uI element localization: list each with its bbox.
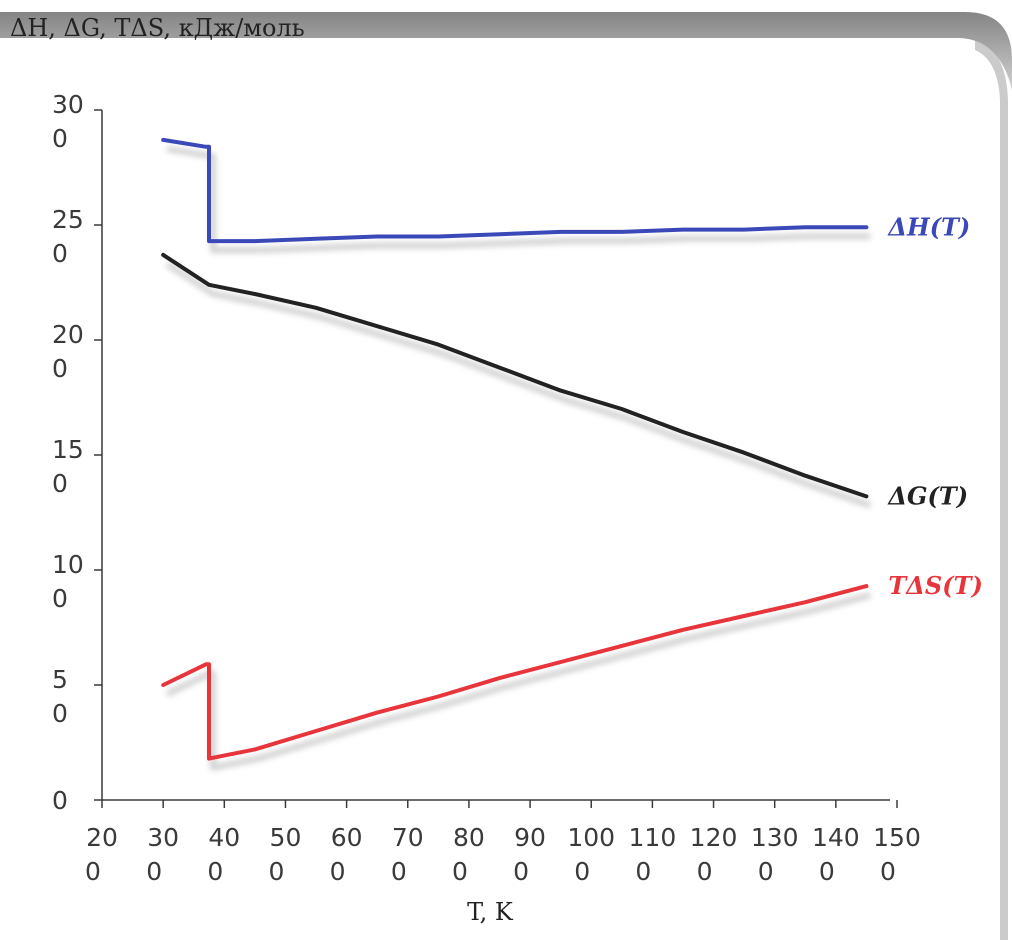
x-tick-label-line2: 0	[85, 857, 101, 886]
x-tick-label-line2: 0	[697, 857, 713, 886]
series-line	[161, 137, 869, 244]
y-tick-label-line2: 0	[52, 124, 68, 153]
x-tick-label-line2: 0	[452, 857, 468, 886]
x-tick-label-line2: 0	[207, 857, 223, 886]
y-tick-label-line2: 0	[52, 584, 68, 613]
axis-ticks	[94, 109, 898, 808]
series-shadow	[166, 145, 871, 254]
x-tick-label-line2: 0	[330, 857, 346, 886]
x-tick-label: 50	[270, 823, 302, 852]
series-lines	[161, 137, 869, 761]
x-tick-label-line2: 0	[635, 857, 651, 886]
series-shadow	[165, 592, 872, 771]
y-tick-label: 5	[52, 665, 68, 694]
x-axis-title: T, K	[467, 898, 514, 926]
frame-shadow	[0, 12, 1012, 90]
x-tick-label: 100	[567, 823, 615, 852]
x-tick-label-line2: 0	[269, 857, 285, 886]
x-tick-label: 40	[208, 823, 240, 852]
series-line	[161, 252, 869, 499]
series-label: ΔH(T)	[887, 212, 970, 241]
x-tick-label-line2: 0	[819, 857, 835, 886]
series-shadow	[165, 261, 872, 509]
y-tick-label-line2: 0	[52, 469, 68, 498]
x-tick-labels: 20 0 30 0 40 0 50 0 60 0 70 0 80 0 90 0 100 0 110 0 120 0 130 0…	[85, 823, 921, 886]
x-tick-label-line2: 0	[513, 857, 529, 886]
y-tick-labels: 30 0 25 0 20 0 15 0 10 0 5 0 0	[52, 90, 84, 815]
y-tick-label: 25	[52, 205, 84, 234]
x-tick-label: 20	[86, 823, 118, 852]
x-tick-label: 80	[453, 823, 485, 852]
y-tick-label: 30	[52, 90, 84, 119]
x-tick-label: 30	[147, 823, 179, 852]
series-label: TΔS(T)	[888, 571, 982, 600]
x-tick-label-line2: 0	[880, 857, 896, 886]
x-tick-label-line2: 0	[146, 857, 162, 886]
x-tick-label: 110	[629, 823, 677, 852]
series-shadows	[165, 145, 872, 771]
y-axis-title: ΔH, ΔG, TΔS, кДж/моль	[10, 14, 305, 42]
x-tick-label: 140	[812, 823, 860, 852]
x-tick-label: 150	[873, 823, 921, 852]
y-tick-label: 20	[52, 320, 84, 349]
series-label: ΔG(T)	[887, 481, 968, 510]
y-tick-label: 0	[52, 786, 68, 815]
x-tick-label-line2: 0	[391, 857, 407, 886]
x-tick-label: 70	[392, 823, 424, 852]
x-tick-label: 90	[514, 823, 546, 852]
y-tick-label: 10	[52, 550, 84, 579]
frame-side	[975, 40, 1008, 940]
x-tick-label-line2: 0	[574, 857, 590, 886]
y-tick-label: 15	[52, 435, 84, 464]
y-tick-label-line2: 0	[52, 239, 68, 268]
y-tick-label-line2: 0	[52, 699, 68, 728]
y-tick-label-line2: 0	[52, 354, 68, 383]
x-tick-label: 120	[690, 823, 738, 852]
x-tick-label: 60	[331, 823, 363, 852]
x-tick-label-line2: 0	[758, 857, 774, 886]
series-line	[161, 584, 869, 761]
x-tick-label: 130	[751, 823, 799, 852]
series-labels: ΔH(T) ΔG(T) TΔS(T)	[887, 212, 982, 600]
